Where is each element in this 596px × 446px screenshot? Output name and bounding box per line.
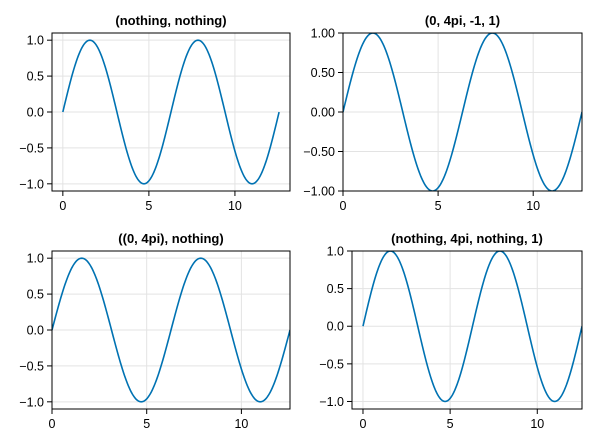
y-tick-label: 1.0 (27, 252, 44, 266)
subplot-2: 0 5 10 −1.00 −0.50 0.00 0.50 1.00 (0, 4pi, -1, 1… (303, 13, 583, 213)
series-line (52, 257, 290, 403)
x-tick-label: 0 (49, 417, 56, 431)
x-tick-label: 10 (228, 199, 242, 213)
series-line (362, 251, 582, 403)
y-tick-label: 1.00 (311, 27, 335, 41)
x-tick-label: 5 (143, 417, 150, 431)
y-tick-label: 0.5 (27, 288, 44, 302)
plot-title: (nothing, nothing) (115, 13, 226, 28)
plot-title: (0, 4pi, -1, 1) (425, 13, 500, 28)
x-tick-label: 10 (234, 417, 248, 431)
y-tick-label: −0.5 (19, 359, 44, 373)
y-tick-label: −0.5 (319, 357, 344, 371)
x-tick-label: 10 (526, 199, 540, 213)
plot-title: (nothing, 4pi, nothing, 1) (391, 231, 543, 246)
x-tick-label: 5 (435, 199, 442, 213)
series-line (343, 33, 582, 191)
y-tick-label: 0.0 (27, 324, 44, 338)
x-tick-label: 0 (59, 199, 66, 213)
y-tick-label: 0.0 (27, 106, 44, 120)
y-tick-label: 0.0 (327, 320, 344, 334)
y-tick-label: 1.0 (327, 245, 344, 259)
y-tick-label: 0.5 (27, 70, 44, 84)
y-tick-label: −1.0 (19, 395, 44, 409)
y-tick-label: −1.0 (319, 395, 344, 409)
plot-frame (351, 250, 583, 410)
x-tick-label: 0 (360, 417, 367, 431)
series-line (62, 39, 280, 185)
y-tick-label: 0.50 (311, 66, 335, 80)
x-tick-label: 5 (145, 199, 152, 213)
subplot-1: 0 5 10 −1.0 −0.5 0.0 0.5 1.0 (nothing, nothing) (19, 13, 291, 213)
subplot-4: 0 5 10 −1.0 −0.5 0.0 0.5 1.0 (nothing, 4pi, noth… (319, 231, 583, 431)
x-tick-label: 0 (340, 199, 347, 213)
y-tick-label: −1.0 (19, 177, 44, 191)
subplot-3: 0 5 10 −1.0 −0.5 0.0 0.5 1.0 ((0, 4pi), nothing) (19, 231, 291, 431)
plot-title: ((0, 4pi), nothing) (118, 231, 223, 246)
y-tick-label: −0.5 (19, 141, 44, 155)
y-tick-label: 0.00 (311, 106, 335, 120)
y-tick-label: −1.00 (303, 185, 335, 199)
x-tick-label: 10 (530, 417, 544, 431)
y-tick-label: 0.5 (327, 282, 344, 296)
x-tick-label: 5 (447, 417, 454, 431)
y-tick-label: −0.50 (303, 145, 335, 159)
y-tick-label: 1.0 (27, 34, 44, 48)
